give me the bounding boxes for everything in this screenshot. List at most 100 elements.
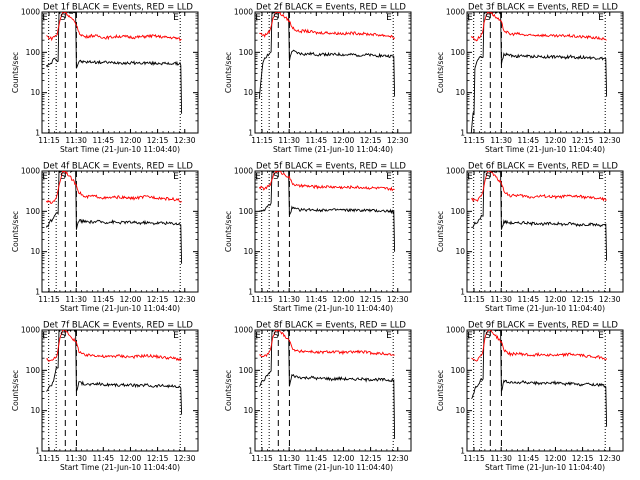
y-tick-label: 1000 [234, 326, 253, 335]
series-group [45, 12, 183, 114]
interval-marker-e: E [173, 13, 179, 23]
panel-det-4f: Det 4f BLACK = Events, RED = LLD 1 10 100 10… [11, 162, 199, 313]
x-tick-label: 11:15 [38, 454, 60, 463]
lld-series-line [470, 171, 607, 203]
x-tick-label: 12:15 [572, 454, 594, 463]
panel-det-5f: Det 5f BLACK = Events, RED = LLD 1 10 100 10… [224, 162, 412, 313]
y-tick-label: 1 [460, 288, 465, 297]
y-tick-label: 10 [243, 88, 253, 97]
series-group [258, 171, 396, 252]
x-tick-label: 12:30 [599, 295, 621, 304]
lld-series-line [258, 171, 395, 192]
interval-marker-e: E [386, 13, 392, 23]
y-tick-label: 1000 [446, 8, 465, 17]
panel-det-3f: Det 3f BLACK = Events, RED = LLD 1 10 100 10… [436, 3, 624, 154]
y-tick-label: 10 [30, 88, 40, 97]
lld-series-line [46, 330, 182, 362]
interval-marker-e: E [386, 331, 392, 341]
interval-marker-s: S [60, 172, 66, 182]
x-tick-label: 11:45 [92, 295, 114, 304]
x-tick-label: 11:30 [65, 295, 87, 304]
plot-frame [254, 170, 412, 293]
y-axis-label: Counts/sec [224, 370, 233, 411]
plot-frame [466, 11, 624, 134]
x-axis-label: Start Time (21-Jun-10 11:04:40) [60, 145, 180, 154]
panel-title: Det 1f BLACK = Events, RED = LLD [43, 3, 193, 13]
events-series-line [45, 12, 183, 114]
interval-marker-e: E [42, 172, 48, 182]
x-tick-label: 11:30 [490, 454, 512, 463]
plot-frame [466, 329, 624, 452]
y-tick-label: 1000 [234, 8, 253, 17]
series-group [470, 12, 608, 133]
x-axis-label: Start Time (21-Jun-10 11:04:40) [485, 463, 605, 472]
panel-title: Det 4f BLACK = Events, RED = LLD [43, 162, 193, 172]
x-tick-label: 12:15 [360, 295, 382, 304]
x-tick-label: 12:15 [360, 136, 382, 145]
x-tick-label: 12:15 [147, 454, 169, 463]
x-tick-label: 12:15 [147, 136, 169, 145]
interval-marker-e: E [598, 331, 604, 341]
y-axis-label: Counts/sec [436, 52, 445, 93]
x-tick-label: 12:00 [333, 454, 355, 463]
plot-frame [41, 329, 199, 452]
y-tick-label: 1 [460, 447, 465, 456]
plot-frame [466, 170, 624, 293]
series-group [258, 12, 396, 99]
y-tick-label: 1 [35, 288, 40, 297]
x-tick-label: 12:30 [599, 454, 621, 463]
y-tick-label: 100 [239, 366, 254, 375]
y-tick-label: 1000 [446, 167, 465, 176]
x-tick-label: 11:15 [463, 136, 485, 145]
y-tick-label: 100 [26, 366, 41, 375]
panel-det-9f: Det 9f BLACK = Events, RED = LLD 1 10 100 10… [436, 321, 624, 472]
x-tick-label: 12:00 [545, 136, 567, 145]
interval-marker-s: S [273, 13, 279, 23]
interval-marker-s: S [273, 172, 279, 182]
panel-det-2f: Det 2f BLACK = Events, RED = LLD 1 10 100 10… [224, 3, 412, 154]
panel-title: Det 5f BLACK = Events, RED = LLD [256, 162, 406, 172]
y-tick-label: 100 [239, 207, 254, 216]
x-tick-label: 12:15 [147, 295, 169, 304]
events-series-line [471, 171, 608, 261]
interval-marker-e: E [598, 172, 604, 182]
panel-det-8f: Det 8f BLACK = Events, RED = LLD 1 10 100 10… [224, 321, 412, 472]
y-tick-label: 10 [243, 247, 253, 256]
x-tick-label: 11:15 [251, 295, 273, 304]
x-tick-label: 11:45 [305, 295, 327, 304]
events-series-line [46, 330, 183, 415]
y-axis-label: Counts/sec [224, 52, 233, 93]
x-tick-label: 12:30 [387, 454, 409, 463]
y-tick-label: 10 [455, 406, 465, 415]
interval-marker-e: E [173, 331, 179, 341]
y-tick-label: 10 [455, 88, 465, 97]
series-group [470, 171, 608, 261]
x-tick-label: 12:00 [545, 295, 567, 304]
x-tick-label: 12:00 [120, 136, 142, 145]
interval-marker-e: E [255, 172, 261, 182]
panel-title: Det 2f BLACK = Events, RED = LLD [256, 3, 406, 13]
y-tick-label: 100 [451, 48, 466, 57]
lld-series-line [470, 12, 607, 42]
lld-series-line [45, 171, 182, 204]
interval-marker-e: E [386, 172, 392, 182]
x-tick-label: 12:30 [387, 295, 409, 304]
interval-marker-s: S [485, 13, 491, 23]
x-tick-label: 11:45 [92, 136, 114, 145]
interval-marker-e: E [42, 331, 48, 341]
series-group [46, 330, 183, 415]
interval-marker-e: E [467, 331, 473, 341]
y-tick-label: 100 [451, 366, 466, 375]
x-tick-label: 12:00 [120, 295, 142, 304]
x-axis-label: Start Time (21-Jun-10 11:04:40) [273, 463, 393, 472]
x-tick-label: 11:30 [65, 136, 87, 145]
panel-title: Det 7f BLACK = Events, RED = LLD [43, 321, 193, 331]
x-tick-label: 11:45 [305, 454, 327, 463]
y-tick-label: 1000 [446, 326, 465, 335]
events-series-line [259, 171, 396, 252]
y-tick-label: 1000 [21, 167, 40, 176]
interval-marker-e: E [255, 13, 261, 23]
y-axis-label: Counts/sec [436, 211, 445, 252]
y-tick-label: 100 [26, 48, 41, 57]
